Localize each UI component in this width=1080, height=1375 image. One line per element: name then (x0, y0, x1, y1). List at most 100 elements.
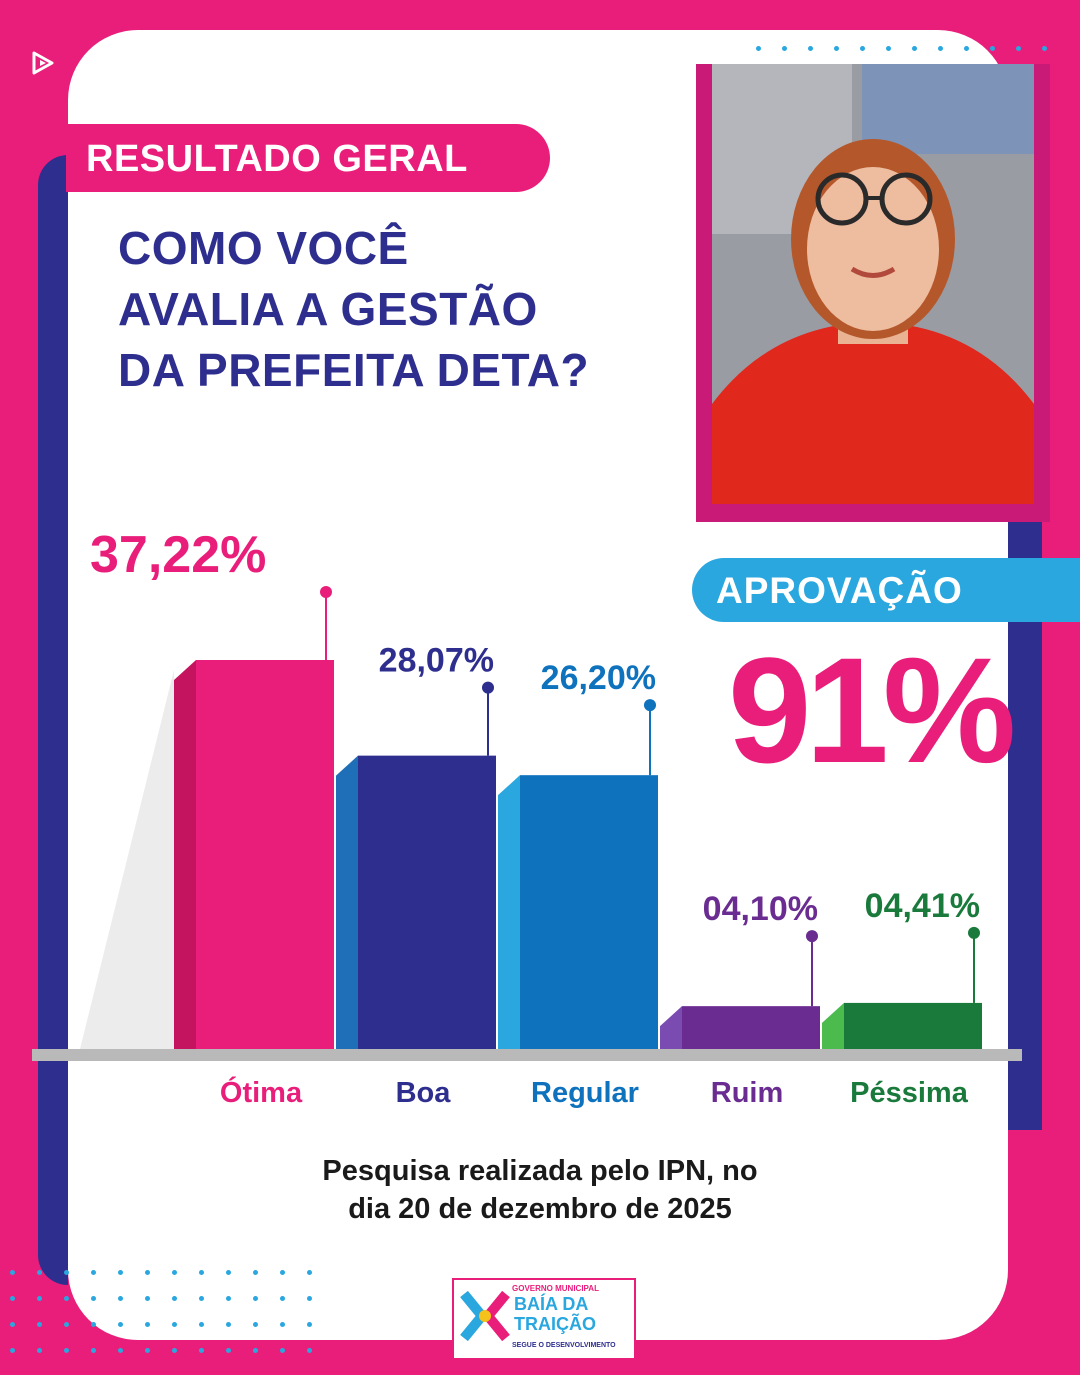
leader-dot-3 (806, 930, 818, 943)
category-label-2: Regular (531, 1077, 639, 1109)
dot (10, 1296, 15, 1301)
dot (280, 1322, 285, 1327)
leader-dot-1 (482, 681, 494, 694)
dot (280, 1348, 285, 1353)
bar-Boa (358, 755, 496, 1049)
dot (172, 1296, 177, 1301)
category-label-1: Boa (396, 1077, 452, 1109)
dot (199, 1270, 204, 1275)
bar-side-1 (336, 755, 358, 1049)
dot (226, 1296, 231, 1301)
dot (37, 1322, 42, 1327)
bar-Regular (520, 775, 658, 1049)
dot (37, 1296, 42, 1301)
dot (808, 46, 813, 51)
logo-name-2: TRAIÇÃO (514, 1314, 596, 1334)
dot (118, 1322, 123, 1327)
bar-shadow (80, 670, 174, 1049)
dot (253, 1296, 258, 1301)
decorative-dots-top (750, 44, 1070, 84)
dot (226, 1348, 231, 1353)
bar-side-0 (174, 660, 196, 1049)
value-label-4: 04,41% (865, 887, 980, 925)
header-tag-text: RESULTADO GERAL (86, 138, 468, 180)
dot (64, 1270, 69, 1275)
dot (10, 1322, 15, 1327)
approval-badge: APROVAÇÃO (692, 558, 1080, 622)
dot (172, 1270, 177, 1275)
logo-top: GOVERNO MUNICIPAL (512, 1284, 599, 1293)
municipal-logo: GOVERNO MUNICIPAL BAÍA DA TRAIÇÃO SEGUE … (452, 1278, 636, 1360)
leader-dot-2 (644, 699, 656, 712)
category-label-4: Péssima (850, 1077, 969, 1109)
dot (307, 1348, 312, 1353)
footer-line-1: Pesquisa realizada pelo IPN, no (322, 1155, 758, 1187)
dot (118, 1296, 123, 1301)
dot (886, 46, 891, 51)
value-label-1: 28,07% (379, 642, 494, 680)
chart-baseline (32, 1049, 1022, 1061)
dot (10, 1270, 15, 1275)
header-tag: RESULTADO GERAL (66, 124, 550, 192)
dot (145, 1348, 150, 1353)
bar-side-2 (498, 775, 520, 1049)
question-line-1: COMO VOCÊ (118, 222, 409, 274)
dot (91, 1322, 96, 1327)
bar-Ruim (682, 1006, 820, 1049)
logo-slogan: SEGUE O DESENVOLVIMENTO (512, 1342, 616, 1349)
dot (280, 1270, 285, 1275)
dot (145, 1296, 150, 1301)
question-line-3: DA PREFEITA DETA? (118, 344, 590, 396)
play-icon (32, 51, 54, 75)
navy-accent-left (38, 155, 68, 1285)
dot (253, 1348, 258, 1353)
dot (860, 46, 865, 51)
footer-line-2: dia 20 de dezembro de 2025 (348, 1193, 732, 1225)
dot (307, 1270, 312, 1275)
dot (782, 46, 787, 51)
bar-Péssima (844, 1002, 982, 1049)
dot (253, 1270, 258, 1275)
dot (307, 1322, 312, 1327)
dot (912, 46, 917, 51)
value-label-3: 04,10% (703, 890, 818, 928)
dot (307, 1296, 312, 1301)
decorative-dots-bottom (0, 1262, 340, 1362)
dot (37, 1348, 42, 1353)
dot (756, 46, 761, 51)
dot (938, 46, 943, 51)
dot (91, 1270, 96, 1275)
footer-note: Pesquisa realizada pelo IPN, no dia 20 d… (200, 1152, 880, 1228)
dot (1016, 46, 1021, 51)
question-line-2: AVALIA A GESTÃO (118, 283, 538, 335)
approval-value: 91% (728, 626, 1016, 794)
logo-name-1: BAÍA DA (514, 1294, 589, 1314)
dot (10, 1348, 15, 1353)
dot (37, 1270, 42, 1275)
category-label-3: Ruim (711, 1077, 784, 1109)
dot (199, 1322, 204, 1327)
dot (91, 1348, 96, 1353)
dot (990, 46, 995, 51)
dot (64, 1322, 69, 1327)
portrait-frame (696, 64, 1050, 522)
value-label-2: 26,20% (541, 659, 656, 697)
bar-side-3 (660, 1006, 682, 1049)
dot (280, 1296, 285, 1301)
value-label-0: 37,22% (90, 526, 266, 584)
dot (91, 1296, 96, 1301)
dot (172, 1348, 177, 1353)
dot (834, 46, 839, 51)
dot (118, 1348, 123, 1353)
question-title: COMO VOCÊ AVALIA A GESTÃO DA PREFEITA DE… (118, 218, 698, 401)
dot (145, 1322, 150, 1327)
dot (145, 1270, 150, 1275)
dot (226, 1322, 231, 1327)
dot (64, 1348, 69, 1353)
dot (172, 1322, 177, 1327)
dot (199, 1296, 204, 1301)
category-label-0: Ótima (220, 1075, 303, 1109)
logo-emblem-icon (460, 1290, 510, 1342)
